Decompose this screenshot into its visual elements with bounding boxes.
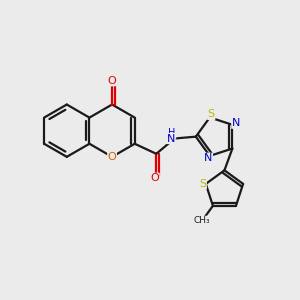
Text: H: H [168,128,176,138]
Text: S: S [199,179,206,189]
Text: O: O [108,152,116,162]
Text: N: N [232,118,240,128]
Text: CH₃: CH₃ [194,216,210,225]
Text: O: O [108,76,116,86]
Text: S: S [208,110,215,119]
Text: O: O [150,173,159,183]
Text: N: N [204,153,212,163]
Text: N: N [167,134,175,143]
